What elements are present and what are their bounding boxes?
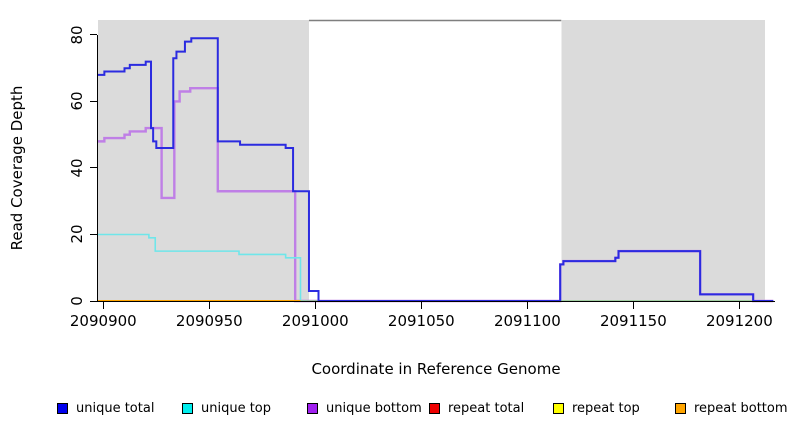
x-tick-label: 2090950 bbox=[175, 312, 243, 330]
shaded-region-1 bbox=[98, 20, 309, 301]
x-tick-mark bbox=[526, 302, 528, 309]
y-tick-label: 60 bbox=[68, 91, 86, 112]
legend-item-repeat-bottom: repeat bottom bbox=[675, 401, 788, 416]
x-tick-label: 2091050 bbox=[387, 312, 455, 330]
x-axis-line bbox=[98, 301, 775, 302]
legend: unique total unique top unique bottom repea… bbox=[0, 401, 792, 421]
y-tick-mark bbox=[90, 100, 97, 102]
series-unique-total bbox=[98, 37, 774, 302]
shaded-region-2 bbox=[561, 20, 765, 301]
plot-area bbox=[98, 19, 775, 303]
y-tick-mark bbox=[90, 300, 97, 302]
y-tick-mark bbox=[90, 233, 97, 235]
x-tick-label: 2090900 bbox=[69, 312, 137, 330]
y-axis-line bbox=[97, 35, 98, 302]
x-tick-label: 2091200 bbox=[705, 312, 773, 330]
series-unique-top bbox=[98, 233, 307, 302]
legend-swatch-repeat-top bbox=[553, 403, 564, 414]
legend-item-unique-top: unique top bbox=[182, 401, 271, 416]
legend-swatch-unique-bottom bbox=[307, 403, 318, 414]
x-tick-mark bbox=[314, 302, 316, 309]
legend-item-unique-bottom: unique bottom bbox=[307, 401, 422, 416]
legend-item-repeat-total: repeat total bbox=[429, 401, 524, 416]
y-axis-title: Read Coverage Depth bbox=[8, 85, 26, 251]
x-tick-mark bbox=[102, 302, 104, 309]
y-tick-mark bbox=[90, 34, 97, 36]
y-tick-mark bbox=[90, 167, 97, 169]
x-tick-mark bbox=[208, 302, 210, 309]
legend-item-unique-total: unique total bbox=[57, 401, 154, 416]
legend-label: repeat top bbox=[572, 401, 640, 416]
legend-swatch-repeat-bottom bbox=[675, 403, 686, 414]
y-tick-label: 40 bbox=[68, 158, 86, 178]
plot-canvas bbox=[98, 19, 774, 303]
y-tick-label: 0 bbox=[68, 296, 86, 306]
x-tick-label: 2091100 bbox=[493, 312, 561, 330]
x-tick-label: 2091150 bbox=[599, 312, 667, 330]
legend-item-repeat-top: repeat top bbox=[553, 401, 640, 416]
legend-swatch-repeat-total bbox=[429, 403, 440, 414]
legend-swatch-unique-top bbox=[182, 403, 193, 414]
legend-label: unique bottom bbox=[326, 401, 422, 416]
x-tick-mark bbox=[420, 302, 422, 309]
legend-swatch-unique-total bbox=[57, 403, 68, 414]
legend-label: repeat bottom bbox=[694, 401, 788, 416]
x-axis-title: Coordinate in Reference Genome bbox=[311, 360, 561, 378]
y-tick-label: 80 bbox=[68, 25, 86, 45]
x-tick-mark bbox=[632, 302, 634, 309]
x-tick-mark bbox=[738, 302, 740, 309]
legend-label: unique total bbox=[76, 401, 155, 416]
legend-label: unique top bbox=[201, 401, 272, 416]
x-tick-label: 2091000 bbox=[281, 312, 349, 330]
y-tick-label: 20 bbox=[68, 224, 86, 245]
legend-label: repeat total bbox=[448, 401, 525, 416]
